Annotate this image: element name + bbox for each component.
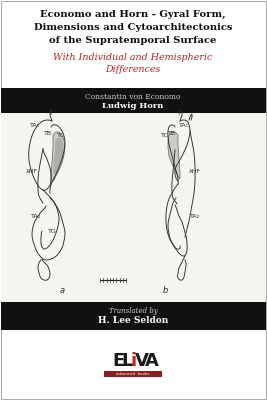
Text: TC: TC <box>57 133 65 138</box>
Text: A: A <box>145 352 159 370</box>
Text: Ludwig Horn: Ludwig Horn <box>102 102 164 110</box>
Polygon shape <box>168 132 180 179</box>
Text: a: a <box>60 286 65 295</box>
Text: H. Lee Seldon: H. Lee Seldon <box>98 316 168 325</box>
Text: Translated by: Translated by <box>109 307 158 315</box>
Polygon shape <box>53 138 64 175</box>
Text: i: i <box>130 352 136 370</box>
Text: Economo and Horn - Gyral Form,: Economo and Horn - Gyral Form, <box>40 10 226 19</box>
Bar <box>1 113 266 302</box>
Polygon shape <box>51 132 65 182</box>
Bar <box>1 88 266 113</box>
Text: λHF: λHF <box>189 169 201 174</box>
Text: advanced  books: advanced books <box>116 372 150 376</box>
Text: TB: TB <box>168 131 176 136</box>
Text: λHF: λHF <box>26 169 38 174</box>
Text: E: E <box>112 352 124 370</box>
Text: L: L <box>121 352 132 370</box>
Bar <box>1 302 266 330</box>
Text: Constantin von Economo: Constantin von Economo <box>85 93 181 101</box>
Text: TA₁: TA₁ <box>30 123 40 128</box>
Text: TB: TB <box>44 131 52 136</box>
Text: V: V <box>135 352 149 370</box>
Text: b: b <box>162 286 168 295</box>
Text: TC: TC <box>161 133 169 138</box>
Bar <box>104 371 162 377</box>
Text: Differences: Differences <box>105 65 161 74</box>
Text: With Individual and Hemispheric: With Individual and Hemispheric <box>53 53 213 62</box>
Text: TA₂: TA₂ <box>190 214 200 219</box>
Text: TA₂: TA₂ <box>31 214 41 219</box>
Text: Dimensions and Cytoarchitectonics: Dimensions and Cytoarchitectonics <box>34 23 232 32</box>
Text: of the Supratemporal Surface: of the Supratemporal Surface <box>49 36 217 45</box>
Text: TG: TG <box>48 229 56 234</box>
Text: TA₁: TA₁ <box>179 123 189 128</box>
